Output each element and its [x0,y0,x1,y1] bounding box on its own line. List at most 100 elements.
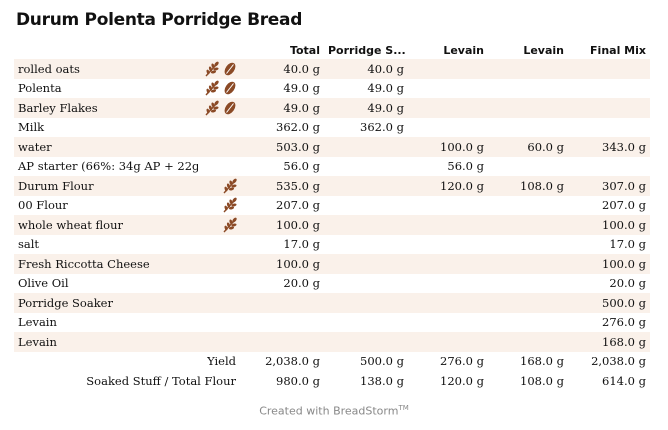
summary-value: 2,038.0 g [240,351,324,371]
grain-icon [222,61,238,77]
table-row[interactable]: Polenta 49.0 g 49.0 g [14,79,650,99]
amount-cell: 20.0 g [609,276,646,291]
wheat-icon [204,80,220,96]
amount-cell: 108.0 g [488,176,568,196]
header-porridge-soaker[interactable]: Porridge S... [328,44,406,57]
ingredient-icons [198,215,240,235]
ingredient-icons [198,176,240,196]
table-row[interactable]: whole wheat flour 100.0 g 100.0 g [14,215,650,235]
amount-cell: 500.0 g [568,293,650,313]
summary-value: 138.0 g [324,371,408,391]
table-row[interactable]: Fresh Riccotta Cheese 100.0 g 100.0 g [14,254,650,274]
summary-row-soaked-stuff-total-flour: Soaked Stuff / Total Flour 980.0 g 138.0 g… [14,371,650,391]
wheat-icon [222,217,238,233]
amount-cell: 503.0 g [240,137,324,157]
amount-cell [324,293,408,313]
summary-value: 108.0 g [488,371,568,391]
amount-cell: 20.0 g [283,276,320,291]
ingredient-name: AP starter (66%: 34g AP + 22g water) [18,159,198,174]
table-row[interactable]: AP starter (66%: 34g AP + 22g water) 56.0… [14,157,650,177]
wheat-icon [204,100,220,116]
amount-cell: 40.0 g [324,59,408,79]
amount-cell [324,235,408,255]
amount-cell [324,157,408,177]
amount-cell: 100.0 g [240,215,324,235]
amount-cell: 17.0 g [609,237,646,252]
amount-cell [324,176,408,196]
table-row[interactable]: rolled oats 40.0 g 40.0 g [14,59,650,79]
wheat-icon [222,178,238,194]
table-row[interactable]: Olive Oil 20.0 g 20.0 g [14,274,650,294]
amount-cell [408,118,488,138]
amount-cell: 307.0 g [568,176,650,196]
header-levain-1[interactable]: Levain [443,44,484,57]
amount-cell: 362.0 g [276,120,320,135]
amount-cell [408,215,488,235]
summary-label: Yield [14,351,240,371]
ingredient-icons [198,332,240,352]
ingredient-name: Barley Flakes [14,98,198,118]
footer-credit: Created with BreadStormTM [259,404,409,418]
summary-value: 614.0 g [568,371,650,391]
amount-cell [488,235,568,255]
amount-cell [408,313,488,333]
table-row[interactable]: Durum Flour 535.0 g 120.0 g 108.0 g 307.0 g [14,176,650,196]
table-row[interactable]: Barley Flakes 49.0 g 49.0 g [14,98,650,118]
summary-label: Soaked Stuff / Total Flour [14,371,240,391]
table-row[interactable]: salt 17.0 g 17.0 g [14,235,650,255]
amount-cell: 40.0 g [240,59,324,79]
amount-cell [488,254,568,274]
amount-cell: 60.0 g [488,137,568,157]
amount-cell: 362.0 g [360,120,404,135]
amount-cell: 168.0 g [568,332,650,352]
amount-cell [568,98,650,118]
ingredient-name: Milk [18,120,45,135]
ingredient-name: Levain [14,332,198,352]
amount-cell [488,215,568,235]
amount-cell [488,59,568,79]
amount-cell: 100.0 g [568,254,650,274]
table-row[interactable]: Porridge Soaker 500.0 g [14,293,650,313]
header-levain-2[interactable]: Levain [523,44,564,57]
amount-cell [408,332,488,352]
ingredient-icons [198,196,240,216]
table-row[interactable]: Levain 168.0 g [14,332,650,352]
amount-cell [408,254,488,274]
table-row[interactable]: Levain 276.0 g [14,313,650,333]
table-row[interactable]: Milk 362.0 g 362.0 g [14,118,650,138]
amount-cell: 120.0 g [408,176,488,196]
summary-value: 2,038.0 g [568,351,650,371]
ingredient-name: Durum Flour [14,176,198,196]
table-row[interactable]: water 503.0 g 100.0 g 60.0 g 343.0 g [14,137,650,157]
amount-cell [568,118,650,138]
ingredient-icons [198,254,240,274]
ingredient-icons [198,235,240,255]
amount-cell [324,313,408,333]
amount-cell [408,79,488,99]
header-total[interactable]: Total [289,44,320,57]
header-final-mix[interactable]: Final Mix [590,44,646,57]
amount-cell [240,313,324,333]
amount-cell: 535.0 g [240,176,324,196]
amount-cell [488,332,568,352]
amount-cell: 343.0 g [568,137,650,157]
amount-cell [240,293,324,313]
ingredient-name: Porridge Soaker [14,293,198,313]
wheat-icon [222,197,238,213]
amount-cell: 100.0 g [408,137,488,157]
amount-cell: 49.0 g [283,81,320,96]
amount-cell [488,274,568,294]
ingredient-icons [198,274,240,294]
summary-value: 168.0 g [488,351,568,371]
ingredient-icons [198,313,240,333]
amount-cell [408,235,488,255]
header-ingredient [14,42,198,59]
amount-cell: 276.0 g [602,315,646,330]
amount-cell [324,332,408,352]
ingredient-name: Levain [18,315,57,330]
table-row[interactable]: 00 Flour 207.0 g 207.0 g [14,196,650,216]
header-icons [198,42,240,59]
amount-cell [408,196,488,216]
amount-cell: 56.0 g [447,159,484,174]
ingredient-icons [198,293,240,313]
